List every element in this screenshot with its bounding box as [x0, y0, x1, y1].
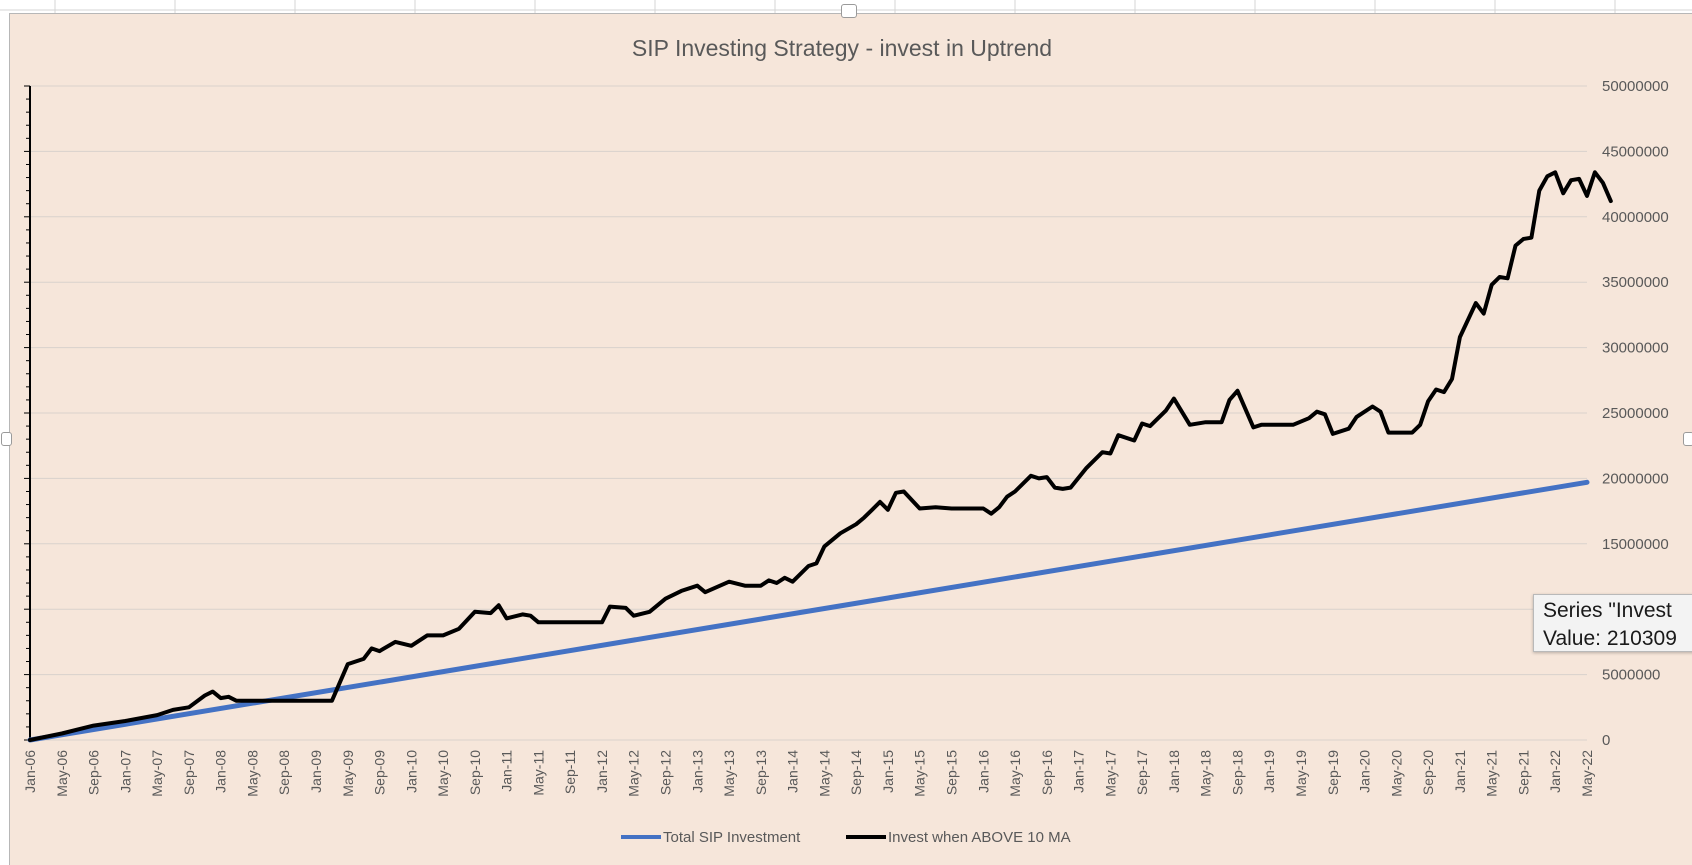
- resize-handle-right[interactable]: [1683, 432, 1692, 446]
- chart-title: SIP Investing Strategy - invest in Uptre…: [632, 35, 1052, 61]
- y-tick-label: 25000000: [1602, 405, 1669, 422]
- x-tick-label: Sep-17: [1134, 750, 1150, 795]
- x-tick-label: May-15: [912, 750, 928, 797]
- x-tick-label: May-17: [1102, 750, 1118, 797]
- x-tick-label: Jan-11: [499, 750, 515, 792]
- y-tick-label: 35000000: [1602, 274, 1669, 291]
- x-tick-label: May-12: [626, 750, 642, 797]
- x-tick-label: May-10: [435, 750, 451, 797]
- series-line-total-sip[interactable]: [27, 479, 1590, 743]
- x-tick-label: May-14: [816, 750, 832, 797]
- series-tooltip: Series "Invest Value: 210309: [1533, 594, 1692, 652]
- x-tick-label: May-08: [244, 750, 260, 797]
- series-lines: [27, 170, 1613, 743]
- x-tick-label: May-06: [54, 750, 70, 797]
- x-tick-label: May-11: [530, 750, 546, 796]
- y-tick-label: 50000000: [1602, 78, 1669, 95]
- x-tick-label: May-07: [149, 750, 165, 797]
- y-tick-label: 15000000: [1602, 536, 1669, 553]
- x-tick-label: Sep-07: [181, 750, 197, 795]
- tooltip-value-line: Value: 210309: [1543, 627, 1677, 650]
- x-tick-label: May-13: [721, 750, 737, 797]
- x-tick-label: Sep-14: [848, 750, 864, 795]
- gridlines: [30, 85, 1587, 741]
- legend: Total SIP Investment Invest when ABOVE 10…: [621, 829, 1071, 846]
- x-tick-label: Jan-07: [117, 750, 133, 793]
- x-tick-label: Sep-16: [1039, 750, 1055, 795]
- y-tick-label: 40000000: [1602, 209, 1669, 226]
- x-tick-label: Jan-13: [689, 750, 705, 793]
- x-tick-label: Jan-12: [594, 750, 610, 793]
- x-tick-label: Jan-22: [1547, 750, 1563, 793]
- x-tick-label: Sep-21: [1515, 750, 1531, 795]
- x-tick-label: Sep-10: [467, 750, 483, 795]
- x-tick-label: Sep-20: [1420, 750, 1436, 795]
- x-tick-label: May-09: [340, 750, 356, 797]
- x-tick-label: May-22: [1579, 750, 1595, 797]
- y-tick-label: 5000000: [1602, 667, 1660, 684]
- x-tick-label: May-19: [1293, 750, 1309, 797]
- chart-svg: SIP Investing Strategy - invest in Uptre…: [22, 35, 1669, 846]
- x-tick-label: Jan-10: [403, 750, 419, 793]
- x-tick-label: May-20: [1388, 750, 1404, 797]
- x-tick-label: Jan-16: [975, 750, 991, 793]
- x-tick-label: Jan-08: [213, 750, 229, 793]
- x-tick-label: May-21: [1484, 750, 1500, 797]
- y-tick-label: 0: [1602, 732, 1610, 749]
- x-tick-label: Sep-06: [86, 750, 102, 795]
- x-tick-label: Sep-09: [372, 750, 388, 795]
- x-tick-label: Jan-06: [22, 750, 38, 793]
- tooltip-series-line: Series "Invest: [1543, 599, 1672, 622]
- x-tick-label: Jan-14: [785, 750, 801, 793]
- legend-label: Invest when ABOVE 10 MA: [888, 829, 1071, 846]
- x-tick-label: Jan-17: [1071, 750, 1087, 793]
- x-tick-label: Sep-19: [1325, 750, 1341, 795]
- x-tick-label: Jan-19: [1261, 750, 1277, 793]
- x-tick-label: May-16: [1007, 750, 1023, 797]
- x-tick-label: Sep-12: [658, 750, 674, 795]
- x-tick-label: Jan-09: [308, 750, 324, 793]
- x-tick-label: Sep-13: [753, 750, 769, 795]
- x-tick-label: Sep-18: [1230, 750, 1246, 795]
- chart-area[interactable]: SIP Investing Strategy - invest in Uptre…: [9, 13, 1692, 865]
- resize-handle-top[interactable]: [841, 4, 857, 18]
- resize-handle-left[interactable]: [1, 432, 12, 446]
- x-tick-label: Jan-20: [1357, 750, 1373, 793]
- x-axis-labels: Jan-06 May-06 Sep-06 Jan-07 May-07 Sep-07 Jan-…: [22, 750, 1595, 797]
- x-tick-label: Sep-11: [562, 750, 578, 794]
- x-tick-label: Sep-15: [944, 750, 960, 795]
- legend-label: Total SIP Investment: [663, 829, 801, 846]
- series-line-invest-above-ma[interactable]: [28, 170, 1613, 742]
- y-tick-label: 20000000: [1602, 470, 1669, 487]
- left-axis: [24, 85, 1587, 741]
- x-tick-label: Sep-08: [276, 750, 292, 795]
- x-tick-label: Jan-15: [880, 750, 896, 793]
- x-tick-label: Jan-18: [1166, 750, 1182, 793]
- x-tick-label: May-18: [1198, 750, 1214, 797]
- y-tick-label: 45000000: [1602, 143, 1669, 160]
- x-tick-label: Jan-21: [1452, 750, 1468, 793]
- y-tick-label: 30000000: [1602, 340, 1669, 357]
